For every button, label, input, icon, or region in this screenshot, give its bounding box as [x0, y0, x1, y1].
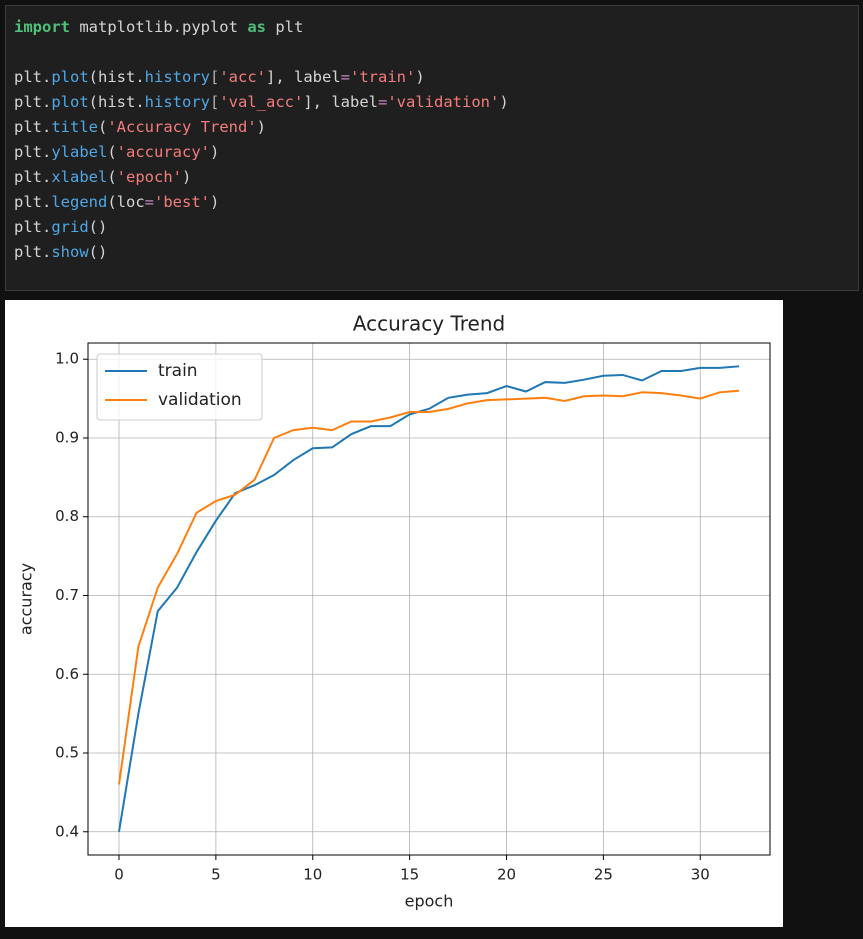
- code-line: import matplotlib.pyplot as plt: [6, 15, 858, 40]
- code-line: plt.plot(hist.history['val_acc'], label=…: [6, 90, 858, 115]
- code-line: [6, 40, 858, 65]
- legend-label: train: [158, 361, 198, 381]
- code-token: ], label: [266, 68, 341, 86]
- code-token: (: [98, 118, 108, 136]
- code-token: legend: [51, 193, 108, 211]
- code-token: 'accuracy': [116, 143, 210, 161]
- code-token: title: [51, 118, 98, 136]
- x-tick-label: 20: [497, 866, 516, 884]
- code-token: 'best': [154, 193, 210, 211]
- code-line: plt.title('Accuracy Trend'): [6, 115, 858, 140]
- code-token: 'train': [350, 68, 416, 86]
- code-line: plt.plot(hist.history['acc'], label='tra…: [6, 65, 858, 90]
- code-token: plot: [51, 93, 89, 111]
- code-token: ): [210, 193, 220, 211]
- code-token: grid: [51, 218, 89, 236]
- y-tick-label: 0.9: [55, 428, 79, 446]
- y-tick-label: 0.6: [55, 665, 79, 683]
- code-token: 'epoch': [116, 168, 182, 186]
- code-token: (loc: [107, 193, 145, 211]
- chart-title: Accuracy Trend: [353, 312, 505, 336]
- code-cell[interactable]: import matplotlib.pyplot as plt plt.plot(…: [5, 5, 859, 291]
- code-token: xlabel: [51, 168, 108, 186]
- code-line: plt.show(): [6, 240, 858, 265]
- code-token: (hist.: [88, 93, 145, 111]
- code-token: ): [415, 68, 425, 86]
- x-tick-label: 25: [594, 866, 613, 884]
- x-tick-label: 10: [303, 866, 322, 884]
- y-tick-label: 0.7: [55, 586, 79, 604]
- x-tick-label: 30: [691, 866, 710, 884]
- code-token: =: [377, 93, 388, 111]
- series-line: [118, 365, 740, 832]
- legend-label: validation: [158, 390, 242, 410]
- code-token: plt.: [14, 243, 52, 261]
- code-token: plt.: [14, 218, 52, 236]
- code-token: ): [256, 118, 266, 136]
- code-token: [: [209, 68, 220, 86]
- code-token: =: [340, 68, 350, 86]
- y-tick-label: 1.0: [55, 350, 79, 368]
- code-token: plt.: [14, 118, 52, 136]
- y-tick-label: 0.8: [55, 507, 79, 525]
- code-token: plt.: [14, 93, 52, 111]
- code-token: (): [88, 243, 108, 261]
- x-tick-label: 5: [211, 866, 221, 884]
- chart-output: Accuracy Trend epoch accuracy 0 5 10 15 20 25…: [5, 300, 783, 927]
- axes-frame: [87, 342, 771, 856]
- x-tick-label: 15: [400, 866, 419, 884]
- code-line: plt.legend(loc='best'): [6, 190, 858, 215]
- code-token: plt.: [14, 193, 52, 211]
- code-token: plot: [51, 68, 89, 86]
- code-token: show: [51, 243, 89, 261]
- code-token: ], label: [303, 93, 378, 111]
- y-axis-label: accuracy: [17, 563, 36, 635]
- code-token: history: [144, 93, 210, 111]
- code-token: (hist.: [88, 68, 145, 86]
- code-token: plt.: [14, 168, 52, 186]
- series-line: [118, 389, 740, 785]
- code-token: 'Accuracy Trend': [107, 118, 257, 136]
- code-line: plt.ylabel('accuracy'): [6, 140, 858, 165]
- code-token: ylabel: [51, 143, 108, 161]
- code-token: =: [144, 193, 154, 211]
- code-token: plt.: [14, 143, 52, 161]
- code-token: 'val_acc': [219, 93, 304, 111]
- code-token: (): [88, 218, 108, 236]
- code-token: (: [107, 143, 117, 161]
- code-token: matplotlib.pyplot: [70, 18, 248, 36]
- x-axis-label: epoch: [405, 892, 454, 911]
- code-token: plt: [265, 18, 304, 36]
- code-token: [: [209, 93, 220, 111]
- code-token: ): [210, 143, 220, 161]
- code-token: ): [499, 93, 509, 111]
- code-token: import: [14, 18, 70, 36]
- code-token: history: [144, 68, 210, 86]
- code-line: plt.grid(): [6, 215, 858, 240]
- code-token: 'acc': [219, 68, 266, 86]
- code-token: 'validation': [387, 93, 500, 111]
- x-tick-label: 0: [114, 866, 124, 884]
- code-token: ): [182, 168, 192, 186]
- code-token: plt.: [14, 68, 52, 86]
- y-tick-label: 0.5: [55, 744, 79, 762]
- code-line: plt.xlabel('epoch'): [6, 165, 858, 190]
- code-token: as: [247, 18, 266, 36]
- y-tick-label: 0.4: [55, 822, 79, 840]
- code-token: (: [107, 168, 117, 186]
